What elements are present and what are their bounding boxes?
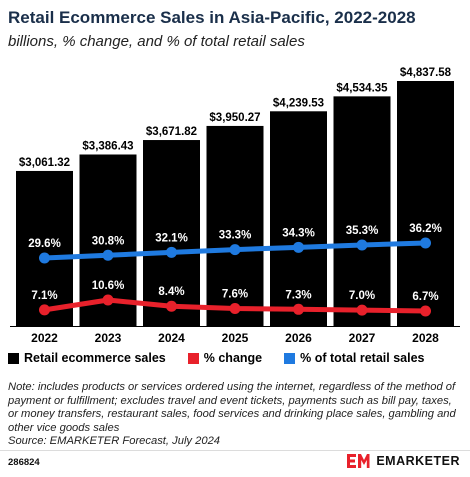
share-point-2027 <box>356 239 368 251</box>
share-point-2026 <box>293 241 304 253</box>
change-point-2024 <box>166 300 177 312</box>
bar-label-2022: $3,061.32 <box>19 157 70 169</box>
change-label-2022: 7.1% <box>31 290 57 302</box>
share-point-2025 <box>229 244 241 256</box>
change-label-2026: 7.3% <box>285 289 311 301</box>
share-label-2025: 33.3% <box>219 230 252 242</box>
bar-label-2026: $4,239.53 <box>273 97 324 109</box>
bar-2026 <box>270 111 327 327</box>
bar-2028 <box>397 81 454 326</box>
chart-note: Note: includes products or services orde… <box>8 381 463 449</box>
legend-swatch-share <box>284 352 296 364</box>
change-label-2023: 10.6% <box>92 280 125 292</box>
change-point-2025 <box>229 302 241 314</box>
footer-divider <box>0 450 470 451</box>
bar-label-2023: $3,386.43 <box>82 140 133 152</box>
share-point-2024 <box>166 246 177 258</box>
change-point-2027 <box>356 304 368 316</box>
bar-label-2028: $4,837.58 <box>400 67 452 79</box>
x-tick-2027: 2027 <box>349 331 376 345</box>
share-label-2024: 32.1% <box>155 232 188 244</box>
brand-name: EMARKETER <box>376 454 460 468</box>
source-text: Source: EMARKETER Forecast, July 2024 <box>8 435 221 448</box>
change-label-2025: 7.6% <box>222 288 248 300</box>
chart-subtitle: billions, % change, and % of total retai… <box>8 33 305 50</box>
change-point-2023 <box>102 294 114 306</box>
bar-2022 <box>16 170 73 326</box>
bar-label-2025: $3,950.27 <box>209 112 260 124</box>
legend-label-share: % of total retail sales <box>300 351 425 365</box>
legend-swatch-change <box>187 352 199 364</box>
emarketer-logo-icon <box>347 454 370 468</box>
legend-label-sales: Retail ecommerce sales <box>24 351 166 365</box>
brand-logo: EMARKETER <box>346 452 460 470</box>
legend-label-change: % change <box>203 351 263 365</box>
legend-item-sales: Retail ecommerce sales <box>8 351 166 365</box>
legend-swatch-sales <box>8 352 19 364</box>
change-point-2028 <box>420 305 431 317</box>
x-tick-2025: 2025 <box>222 331 249 345</box>
combo-chart: $3,061.32 $3,386.43 $3,671.82 $3,950.27 $4,2… <box>10 67 460 345</box>
bar-2027 <box>333 96 391 326</box>
bar-2024 <box>143 140 200 326</box>
x-tick-2026: 2026 <box>285 331 312 345</box>
change-label-2024: 8.4% <box>158 286 184 298</box>
share-point-2028 <box>420 237 431 249</box>
share-label-2026: 34.3% <box>282 227 315 239</box>
change-label-2027: 7.0% <box>349 290 375 302</box>
bar-2025 <box>206 125 264 326</box>
change-point-2022 <box>39 304 50 316</box>
bar-label-2024: $3,671.82 <box>146 126 197 138</box>
bar-label-2027: $4,534.35 <box>336 82 388 94</box>
x-tick-2024: 2024 <box>158 331 185 345</box>
legend-item-share: % of total retail sales <box>284 351 424 365</box>
share-label-2027: 35.3% <box>346 225 379 237</box>
legend-item-change: % change <box>187 351 263 365</box>
chart-id: 286824 <box>8 457 40 468</box>
share-label-2023: 30.8% <box>92 235 125 247</box>
share-label-2028: 36.2% <box>409 223 442 235</box>
x-tick-2023: 2023 <box>95 331 122 345</box>
chart-legend: Retail ecommerce sales % change % of tot… <box>8 351 446 365</box>
share-label-2022: 29.6% <box>28 238 61 250</box>
x-tick-2028: 2028 <box>412 331 439 345</box>
x-tick-2022: 2022 <box>31 331 58 345</box>
share-point-2023 <box>102 249 114 261</box>
change-label-2028: 6.7% <box>412 291 438 303</box>
chart-title: Retail Ecommerce Sales in Asia-Pacific, … <box>8 8 416 27</box>
change-point-2026 <box>293 303 304 315</box>
share-point-2022 <box>39 252 50 264</box>
note-text: Note: includes products or services orde… <box>8 381 456 434</box>
